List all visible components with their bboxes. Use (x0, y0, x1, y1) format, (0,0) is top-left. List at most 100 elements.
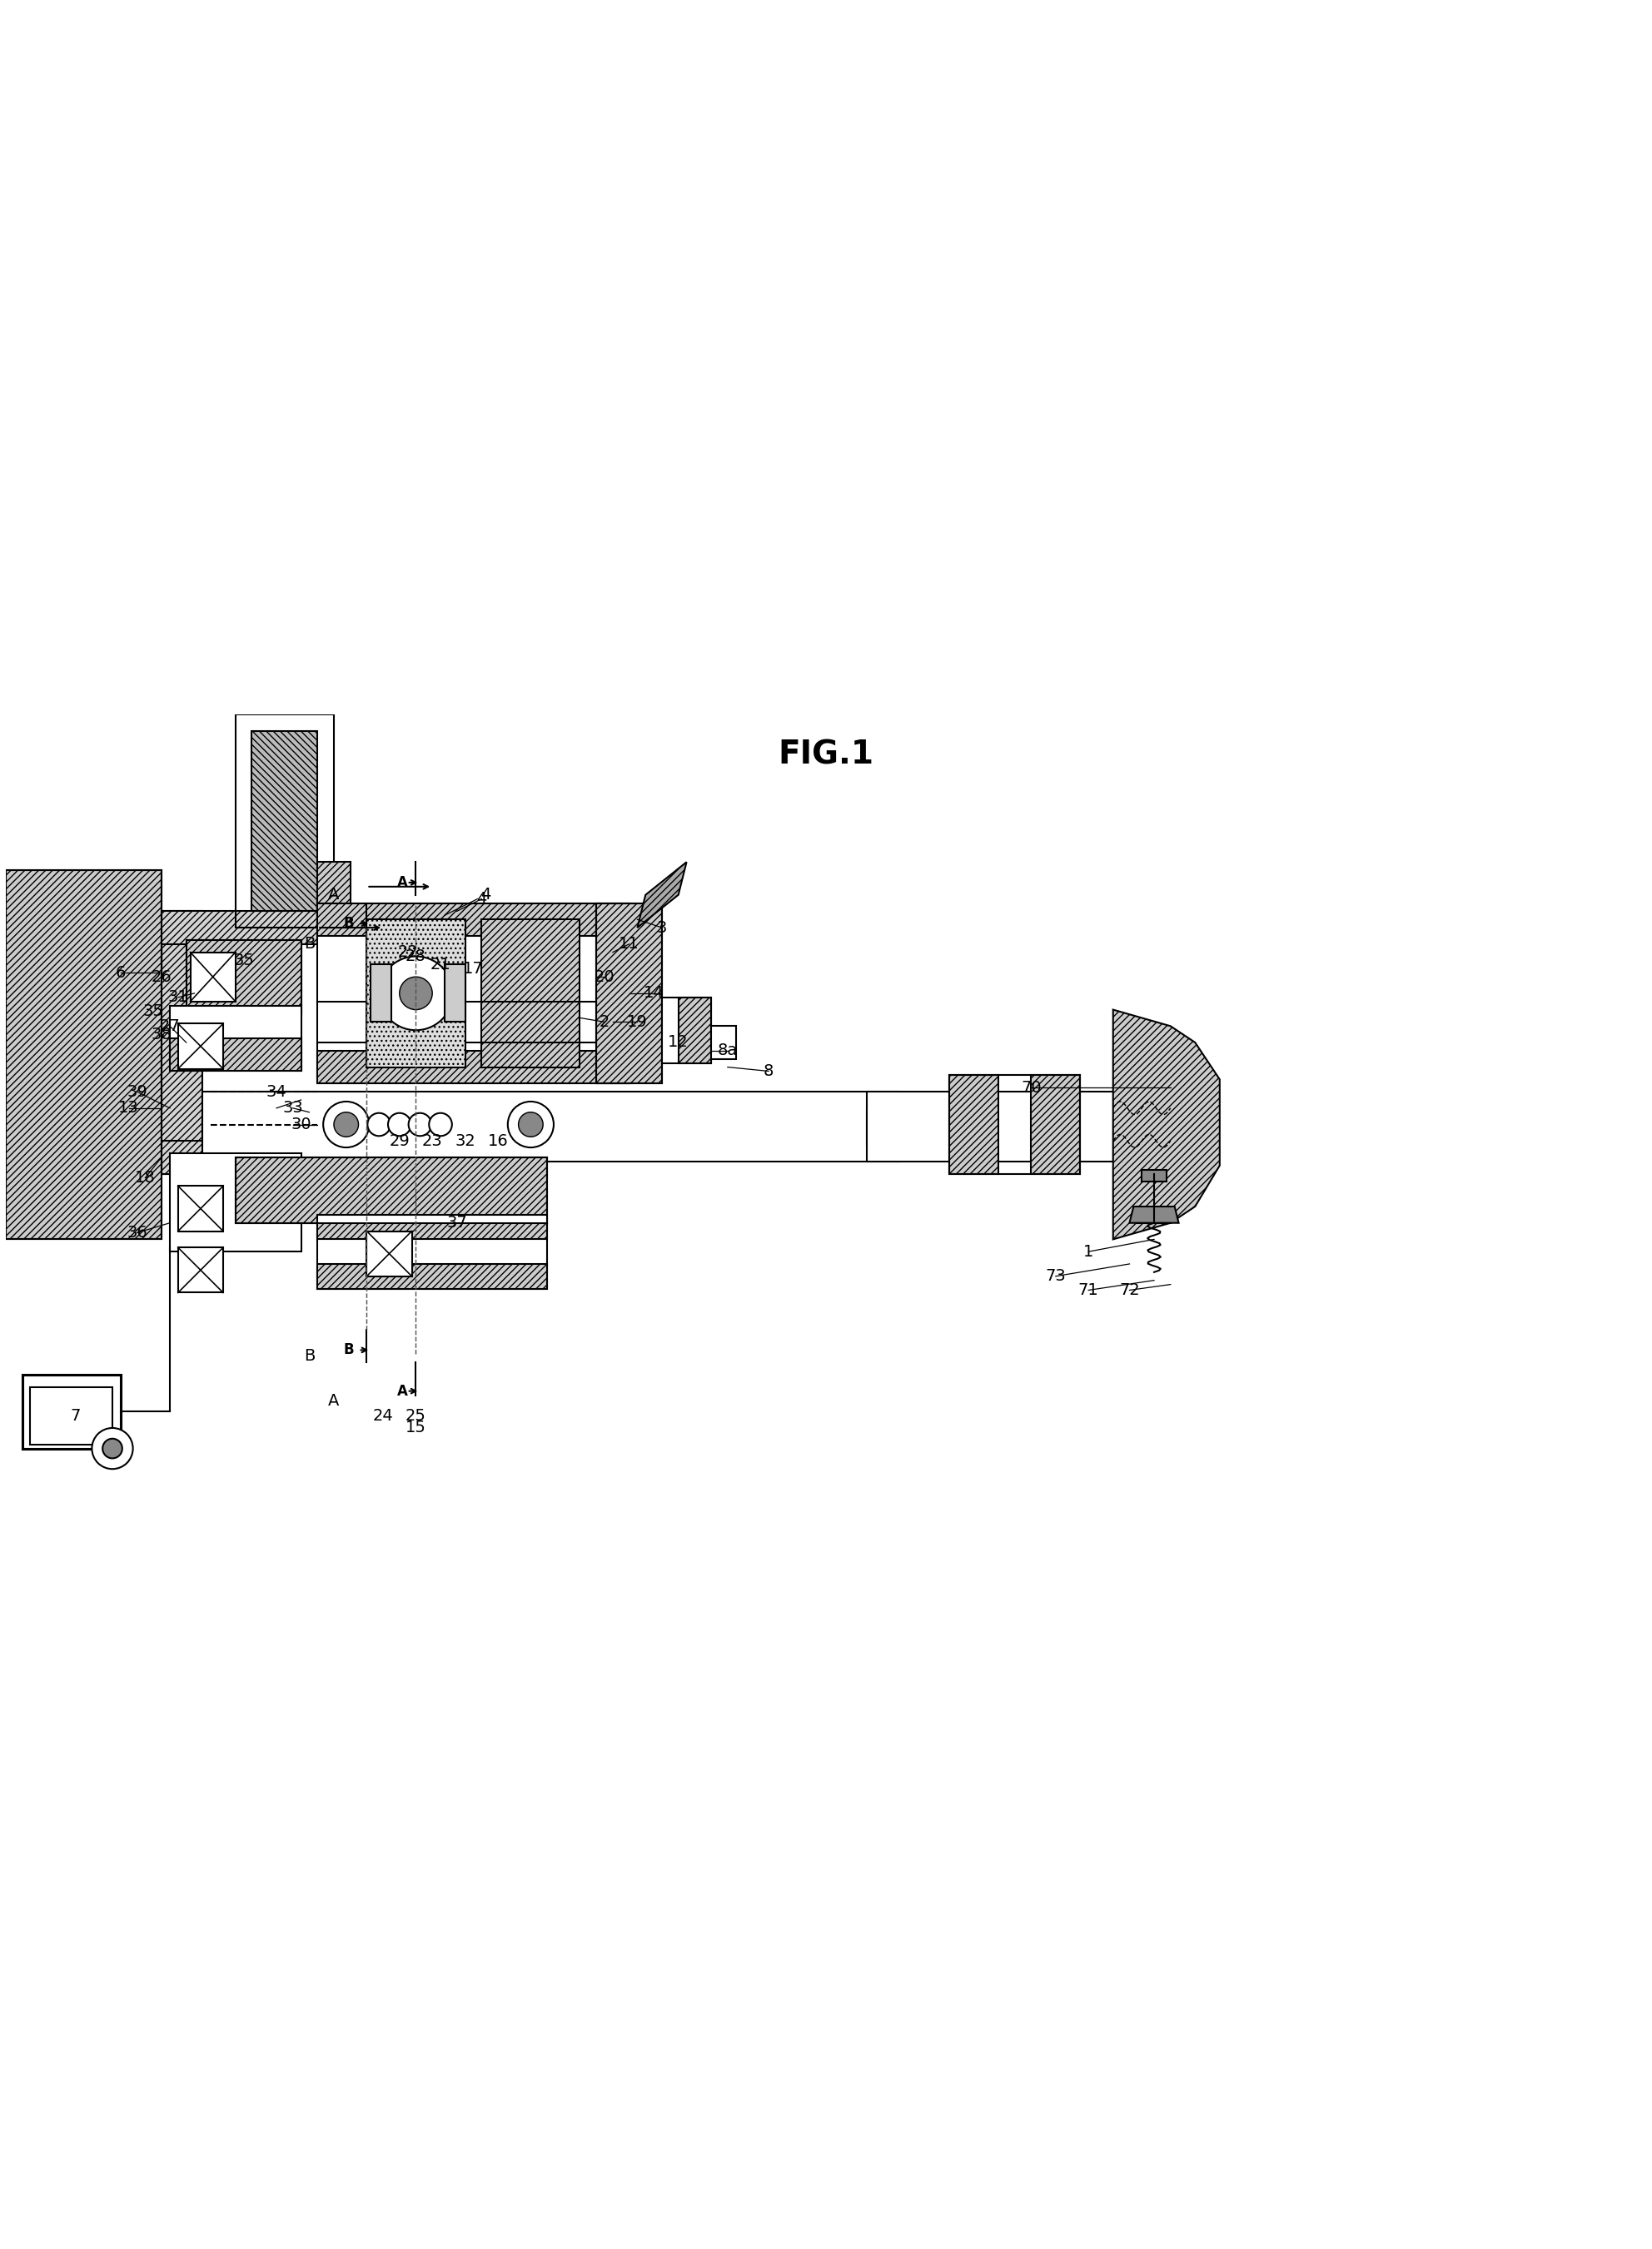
Bar (21, 1374, 121, 1448)
Bar (1142, 1169, 1166, 1183)
Bar (187, 940, 301, 1014)
Text: A: A (396, 1383, 408, 1399)
Text: 34: 34 (266, 1084, 287, 1100)
Text: 72: 72 (1118, 1282, 1140, 1298)
Bar (178, 1248, 223, 1293)
Text: FIG.1: FIG.1 (778, 740, 874, 771)
Text: 28: 28 (406, 949, 426, 965)
Text: 23: 23 (421, 1133, 443, 1149)
Text: 11: 11 (620, 936, 639, 951)
Text: 18: 18 (135, 1169, 155, 1185)
Text: 31: 31 (169, 990, 188, 1005)
Text: 19: 19 (628, 1014, 648, 1030)
Text: 24: 24 (373, 1408, 393, 1424)
Text: 25: 25 (405, 1408, 426, 1424)
Bar (867, 1091, 1113, 1160)
Bar (948, 1075, 998, 1174)
Bar (203, 1091, 900, 1160)
Text: 12: 12 (667, 1035, 689, 1050)
Bar (1031, 1075, 1080, 1174)
Bar (7, 870, 162, 1239)
Text: 37: 37 (446, 1214, 468, 1230)
Text: A: A (329, 886, 339, 902)
Text: 20: 20 (595, 969, 615, 985)
Bar (170, 1039, 301, 1071)
Bar (317, 1050, 629, 1084)
Bar (444, 965, 466, 1021)
Circle shape (507, 1102, 553, 1147)
Bar (154, 911, 441, 945)
Circle shape (519, 1113, 544, 1136)
Bar (154, 1140, 441, 1174)
Text: A: A (329, 1392, 339, 1408)
Text: 7: 7 (71, 1408, 81, 1424)
Bar (236, 715, 334, 927)
Bar (317, 1214, 547, 1289)
Bar (30, 1388, 112, 1444)
Text: 32: 32 (454, 1133, 476, 1149)
Bar (710, 1026, 735, 1059)
Circle shape (408, 1113, 431, 1136)
Text: 22: 22 (398, 945, 418, 960)
Text: 21: 21 (430, 956, 451, 972)
Text: 73: 73 (1046, 1268, 1066, 1284)
Text: 39: 39 (127, 1084, 147, 1100)
Bar (596, 904, 662, 1084)
Text: 35: 35 (144, 1003, 164, 1019)
Text: 13: 13 (119, 1100, 139, 1116)
Text: 17: 17 (463, 960, 484, 976)
Text: B: B (344, 1343, 355, 1358)
Polygon shape (1130, 1205, 1178, 1223)
Bar (190, 951, 236, 1001)
Text: 36: 36 (127, 1226, 147, 1241)
Text: 33: 33 (282, 1100, 304, 1116)
Text: 3: 3 (657, 920, 667, 936)
Bar (662, 996, 710, 1064)
Bar (317, 904, 629, 936)
Text: 30: 30 (291, 1116, 311, 1133)
Circle shape (93, 1428, 132, 1469)
Text: 35: 35 (233, 954, 254, 969)
Circle shape (430, 1113, 453, 1136)
Text: 29: 29 (390, 1133, 410, 1149)
Bar (236, 1158, 547, 1223)
Text: 27: 27 (160, 1019, 180, 1035)
Bar (317, 861, 350, 927)
Text: 71: 71 (1079, 1282, 1099, 1298)
Bar (481, 920, 580, 1066)
Text: B: B (304, 1347, 316, 1363)
Bar (251, 731, 317, 911)
Text: B: B (344, 915, 355, 931)
Text: A: A (396, 875, 408, 891)
Bar (867, 1109, 1113, 1145)
Bar (317, 1223, 547, 1239)
Bar (236, 1158, 547, 1223)
Text: 2: 2 (600, 1014, 610, 1030)
Bar (187, 940, 301, 1014)
Circle shape (400, 976, 433, 1010)
Bar (317, 904, 629, 1084)
Text: 4: 4 (476, 891, 487, 906)
Bar (317, 1264, 547, 1289)
Circle shape (334, 1113, 358, 1136)
Bar (154, 911, 203, 1174)
Bar (203, 1116, 900, 1136)
Bar (948, 1075, 1080, 1174)
Circle shape (378, 956, 453, 1030)
Text: 26: 26 (152, 969, 172, 985)
Bar (178, 1185, 223, 1230)
Text: 4: 4 (481, 886, 491, 902)
Polygon shape (638, 861, 687, 927)
Bar (596, 904, 662, 1084)
Text: 8: 8 (763, 1064, 773, 1080)
Circle shape (388, 1113, 411, 1136)
Text: 16: 16 (487, 1133, 509, 1149)
Polygon shape (1113, 1010, 1219, 1239)
Text: 8a: 8a (717, 1044, 738, 1059)
Bar (7, 870, 162, 1239)
Text: 14: 14 (643, 985, 664, 1001)
Circle shape (367, 1113, 390, 1136)
Bar (367, 920, 466, 1066)
Text: B: B (304, 936, 316, 951)
Text: 1: 1 (1084, 1244, 1094, 1259)
